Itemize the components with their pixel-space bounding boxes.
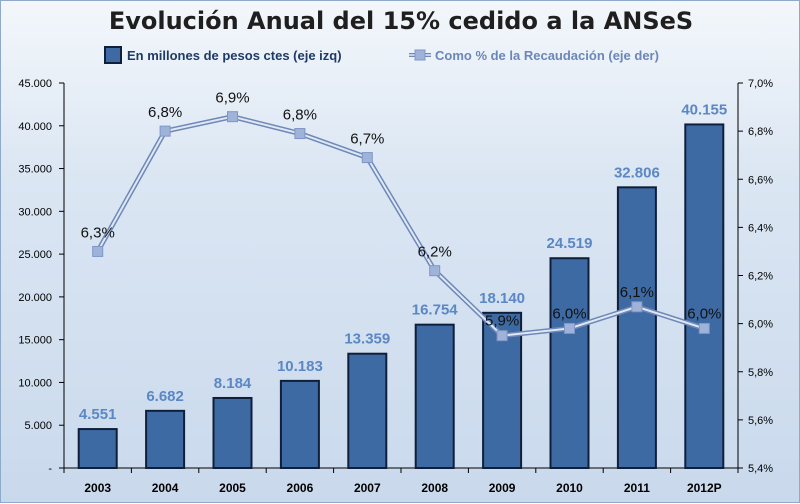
x-tick-label: 2008 xyxy=(421,481,448,495)
bar-data-label: 13.359 xyxy=(344,331,390,348)
line-data-label: 6,0% xyxy=(687,305,721,322)
x-tick-label: 2007 xyxy=(354,481,381,495)
bar xyxy=(549,257,590,469)
x-tick-label: 2006 xyxy=(287,481,314,495)
line-data-label: 6,2% xyxy=(418,244,452,261)
y-left-tick-label: 20.000 xyxy=(18,292,52,304)
bar xyxy=(684,123,725,470)
y-right-tick-label: 6,8% xyxy=(748,126,773,138)
line-point xyxy=(631,301,643,313)
bar-data-label: 6.682 xyxy=(146,388,184,405)
line-point xyxy=(159,125,171,137)
line-point xyxy=(294,128,306,140)
y-right-tick-label: 7,0% xyxy=(748,78,773,90)
line-data-label: 6,9% xyxy=(215,90,249,107)
bar xyxy=(212,396,253,469)
y-left-tick-label: 45.000 xyxy=(18,78,52,90)
x-tick-label: 2010 xyxy=(556,481,583,495)
y-right-tick-label: 6,4% xyxy=(748,222,773,234)
line-data-label: 6,1% xyxy=(620,284,654,301)
bar xyxy=(145,409,186,470)
line-data-label: 5,9% xyxy=(485,313,519,330)
legend-bar-label: En millones de pesos ctes (eje izq) xyxy=(127,48,342,63)
bar-data-label: 24.519 xyxy=(547,235,593,252)
y-left-tick-label: 5.000 xyxy=(24,420,52,432)
y-right-tick-label: 6,6% xyxy=(748,174,773,186)
bar xyxy=(77,428,118,469)
legend-line-label: Como % de la Recaudación (eje der) xyxy=(435,48,659,63)
y-left-tick-label: 15.000 xyxy=(18,335,52,347)
bar-data-label: 18.140 xyxy=(479,290,525,307)
bar xyxy=(279,379,320,470)
y-left-tick-label: - xyxy=(48,463,52,475)
bar-data-label: 40.155 xyxy=(681,101,727,118)
bar-data-label: 8.184 xyxy=(214,375,252,392)
y-right-tick-label: 6,0% xyxy=(748,319,773,331)
line-point xyxy=(92,245,104,257)
bar xyxy=(616,186,657,469)
line-data-label: 6,0% xyxy=(552,305,586,322)
y-left-tick-label: 10.000 xyxy=(18,377,52,389)
y-right-tick-label: 5,4% xyxy=(748,463,773,475)
line-data-label: 6,3% xyxy=(81,224,115,241)
line-point xyxy=(496,330,508,342)
y-left-tick-label: 35.000 xyxy=(18,164,52,176)
y-left-tick-label: 40.000 xyxy=(18,121,52,133)
bar xyxy=(347,352,388,469)
bar-data-label: 4.551 xyxy=(79,406,117,423)
line-series xyxy=(96,115,705,337)
line-point xyxy=(698,322,710,334)
x-tick-label: 2009 xyxy=(489,481,516,495)
x-tick-label: 2005 xyxy=(219,481,246,495)
x-tick-label: 2012P xyxy=(687,481,722,495)
line-data-label: 6,8% xyxy=(148,104,182,121)
bar-data-label: 10.183 xyxy=(277,358,323,375)
line-point xyxy=(227,111,238,123)
bar-data-label: 32.806 xyxy=(614,164,660,181)
line-series-outline xyxy=(95,114,706,339)
line-point xyxy=(361,152,373,164)
legend-line-marker xyxy=(414,49,426,61)
chart-title: Evolución Anual del 15% cedido a la ANSe… xyxy=(108,7,694,35)
line-data-label: 6,8% xyxy=(283,107,317,124)
line-point xyxy=(429,265,441,277)
bar-data-label: 16.754 xyxy=(412,302,459,319)
x-tick-label: 2004 xyxy=(152,481,179,495)
x-tick-label: 2011 xyxy=(624,481,650,495)
bar xyxy=(414,323,455,469)
line-point xyxy=(564,322,575,334)
y-left-tick-label: 25.000 xyxy=(18,249,52,261)
y-left-tick-label: 30.000 xyxy=(18,206,52,218)
y-right-tick-label: 5,6% xyxy=(748,415,773,427)
x-tick-label: 2003 xyxy=(84,481,111,495)
y-right-tick-label: 6,2% xyxy=(748,271,773,283)
legend-bar-swatch xyxy=(104,46,122,64)
y-right-tick-label: 5,8% xyxy=(748,367,773,379)
line-data-label: 6,7% xyxy=(350,131,384,148)
